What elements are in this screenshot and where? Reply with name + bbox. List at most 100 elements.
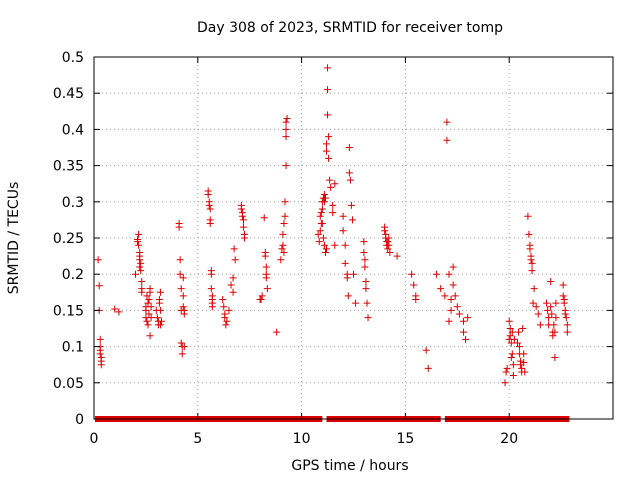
- data-point: [346, 176, 354, 184]
- data-point: [385, 241, 393, 249]
- data-point: [515, 328, 523, 336]
- axes: [93, 56, 614, 420]
- data-point: [503, 364, 511, 372]
- data-point: [221, 314, 229, 322]
- data-point: [437, 285, 445, 293]
- chart-title: Day 308 of 2023, SRMTID for receiver tom…: [197, 20, 503, 36]
- data-point: [231, 256, 239, 264]
- x-tick-label: 15: [396, 431, 414, 447]
- data-point: [223, 317, 231, 325]
- data-point: [393, 252, 401, 260]
- data-point: [352, 299, 360, 307]
- data-point: [153, 314, 161, 322]
- data-point: [561, 310, 569, 318]
- data-point: [225, 306, 233, 314]
- data-point: [449, 281, 457, 289]
- data-point: [524, 212, 532, 220]
- data-point: [347, 201, 355, 209]
- data-point: [559, 292, 567, 300]
- y-tick-label: 0.2: [62, 267, 84, 283]
- data-point: [278, 245, 286, 253]
- data-point: [455, 310, 463, 318]
- y-tick-label: 0.15: [53, 303, 84, 319]
- data-point: [447, 306, 455, 314]
- data-point: [326, 176, 334, 184]
- y-tick-label: 0.1: [62, 340, 84, 356]
- data-point: [362, 285, 370, 293]
- data-point: [331, 241, 339, 249]
- data-point: [207, 285, 215, 293]
- data-point: [507, 353, 515, 361]
- data-point: [204, 191, 212, 199]
- data-point: [528, 267, 536, 275]
- y-axis-label: SRMTID / TECUs: [6, 182, 22, 295]
- data-point: [282, 125, 290, 133]
- data-point: [527, 256, 535, 264]
- y-tick-label: 0.3: [62, 195, 84, 211]
- data-point: [258, 292, 266, 300]
- data-point: [324, 64, 332, 72]
- data-point: [137, 267, 145, 275]
- data-point: [323, 140, 331, 148]
- data-point: [520, 350, 528, 358]
- data-point: [144, 299, 152, 307]
- data-point: [560, 299, 568, 307]
- data-point: [364, 314, 372, 322]
- data-point: [526, 245, 534, 253]
- y-tick-label: 0.05: [53, 376, 84, 392]
- data-points: [94, 64, 571, 387]
- data-point: [520, 359, 528, 367]
- data-point: [144, 321, 152, 329]
- data-point: [385, 234, 393, 242]
- data-point: [145, 310, 153, 318]
- data-point: [563, 328, 571, 336]
- data-point: [321, 194, 329, 202]
- data-point: [451, 292, 459, 300]
- data-point: [548, 310, 556, 318]
- data-point: [502, 368, 510, 376]
- data-point: [279, 241, 287, 249]
- data-point: [111, 305, 119, 313]
- x-tick-label: 5: [193, 431, 202, 447]
- data-point: [219, 296, 227, 304]
- data-point: [206, 220, 214, 228]
- data-point: [95, 282, 103, 290]
- data-point: [462, 335, 470, 343]
- data-point: [229, 288, 237, 296]
- data-point: [146, 288, 154, 296]
- data-point: [134, 238, 142, 246]
- data-point: [94, 256, 102, 264]
- data-point: [547, 277, 555, 285]
- data-point: [96, 350, 104, 358]
- data-point: [227, 281, 235, 289]
- data-point: [115, 308, 123, 316]
- x-tick-label: 10: [293, 431, 311, 447]
- grid-lines: [94, 57, 613, 419]
- data-point: [156, 321, 164, 329]
- data-point: [562, 314, 570, 322]
- data-point: [453, 303, 461, 311]
- data-point: [143, 317, 151, 325]
- data-point: [506, 332, 514, 340]
- data-point: [136, 263, 144, 271]
- data-point: [323, 147, 331, 155]
- data-point: [381, 227, 389, 235]
- data-point: [345, 169, 353, 177]
- data-point: [179, 292, 187, 300]
- tick-labels: 0 5 10 15 20 0 0.05 0.1 0.15 0.2 0.25 0.3 0.35 0.4 0.4…: [53, 50, 518, 447]
- data-point: [180, 343, 188, 351]
- data-point: [205, 201, 213, 209]
- data-point: [281, 198, 289, 206]
- data-point: [348, 216, 356, 224]
- data-point: [282, 118, 290, 126]
- data-point: [155, 299, 163, 307]
- data-point: [324, 111, 332, 119]
- data-point: [176, 256, 184, 264]
- data-point: [135, 230, 143, 238]
- data-point: [241, 234, 249, 242]
- data-point: [314, 230, 322, 238]
- data-point: [521, 368, 529, 376]
- plot-frame: [93, 56, 614, 420]
- data-point: [408, 270, 416, 278]
- data-point: [321, 248, 329, 256]
